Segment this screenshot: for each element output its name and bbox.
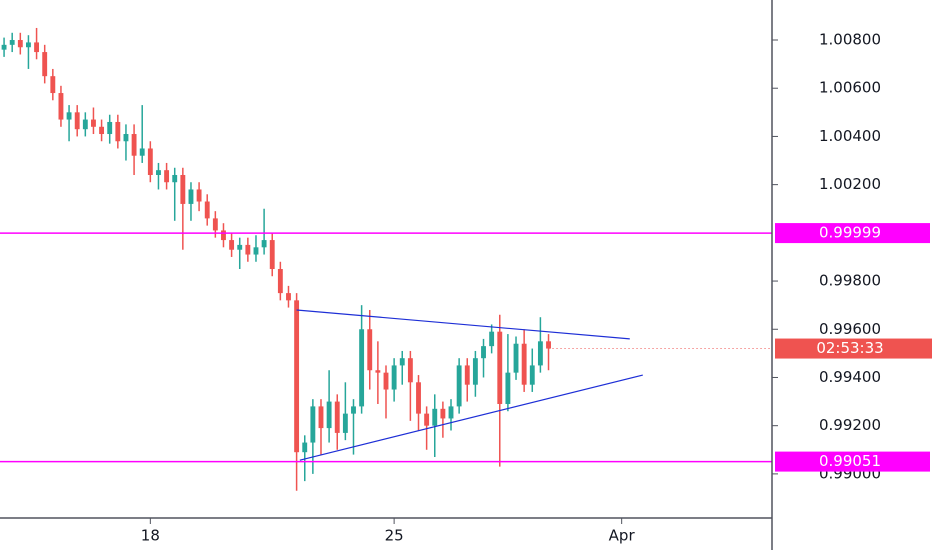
candle-body: [326, 401, 332, 429]
trendline: [296, 309, 630, 340]
level-tag: [775, 223, 930, 244]
candle-body: [440, 408, 446, 419]
y-tick-label: 1.00600: [819, 79, 881, 97]
candle-body: [9, 40, 15, 45]
candle-body: [472, 358, 478, 385]
countdown-label: 02:53:33: [816, 339, 883, 357]
candle-body: [245, 244, 251, 255]
candle-body: [66, 112, 72, 120]
candle-body: [229, 240, 235, 250]
y-tick-label: 1.00400: [819, 127, 881, 145]
candle-body: [481, 346, 486, 359]
countdown-tag: [775, 338, 932, 359]
candle-body: [505, 372, 511, 404]
axes: 0.990000.992000.994000.996000.998001.002…: [141, 31, 932, 545]
x-tick-label: Apr: [609, 527, 636, 545]
candle-body: [107, 121, 113, 135]
candle-body: [17, 40, 23, 48]
candle-body: [26, 42, 31, 48]
candle-body: [277, 269, 283, 294]
candle-body: [513, 343, 519, 373]
y-tick-label: 0.99200: [819, 416, 881, 434]
plot-area: [0, 27, 772, 491]
candle-body: [58, 93, 64, 120]
candle-body: [489, 331, 495, 347]
candle-body: [115, 121, 121, 142]
candle-body: [91, 119, 96, 127]
candle-body: [180, 174, 186, 204]
candle-body: [82, 119, 88, 130]
candle-body: [432, 408, 438, 426]
y-tick-label: 1.00200: [819, 175, 881, 193]
candle-body: [456, 365, 462, 407]
candle-body: [147, 148, 153, 175]
candle-body: [131, 134, 137, 156]
candle-body: [123, 134, 129, 142]
candle-body: [416, 382, 421, 414]
candle-body: [537, 341, 543, 366]
y-tick-label: 0.99600: [819, 320, 881, 338]
candle-body: [546, 341, 551, 349]
candle-body: [310, 406, 316, 443]
candle-body: [164, 170, 170, 183]
candle-body: [521, 343, 527, 385]
candle-body: [269, 240, 275, 270]
candle-body: [529, 365, 535, 385]
x-tick-label: 18: [141, 527, 160, 545]
x-tick-label: 25: [385, 527, 404, 545]
candle-body: [221, 230, 226, 241]
y-tick-label: 1.00800: [819, 31, 881, 49]
candle-body: [302, 442, 308, 453]
candle-body: [342, 413, 348, 433]
candle-body: [34, 42, 40, 53]
candle-body: [1, 44, 7, 50]
level-label: 0.99051: [819, 452, 881, 470]
candle-body: [497, 331, 503, 404]
candle-body: [294, 300, 300, 453]
candle-body: [74, 112, 80, 130]
candle-body: [212, 218, 218, 231]
candle-body: [99, 126, 105, 135]
level-label: 0.99999: [819, 224, 881, 242]
trendline: [299, 374, 643, 461]
candle-body: [172, 174, 178, 183]
candle-body: [196, 189, 202, 202]
level-tag: [775, 451, 930, 472]
candle-body: [351, 406, 356, 414]
candle-body: [253, 247, 259, 255]
candle-body: [375, 370, 381, 373]
y-tick-label: 0.99400: [819, 368, 881, 386]
candle-body: [464, 365, 470, 385]
y-tick-label: 0.99800: [819, 272, 881, 290]
candle-body: [359, 329, 365, 407]
candle-body: [424, 413, 430, 426]
candle-body: [50, 76, 56, 94]
candle-body: [204, 201, 210, 219]
candle-body: [407, 358, 413, 383]
candle-body: [261, 240, 267, 248]
candle-body: [42, 52, 48, 77]
candle-body: [188, 189, 194, 204]
candle-body: [367, 329, 373, 371]
candle-body: [318, 406, 324, 429]
candle-body: [334, 401, 340, 433]
candle-body: [391, 365, 397, 390]
candle-body: [237, 244, 243, 250]
candle-body: [383, 372, 389, 390]
candle-body: [139, 148, 145, 156]
candle-body: [399, 358, 405, 366]
candle-body: [286, 293, 291, 301]
candle-body: [156, 170, 161, 175]
candle-body: [448, 406, 454, 419]
